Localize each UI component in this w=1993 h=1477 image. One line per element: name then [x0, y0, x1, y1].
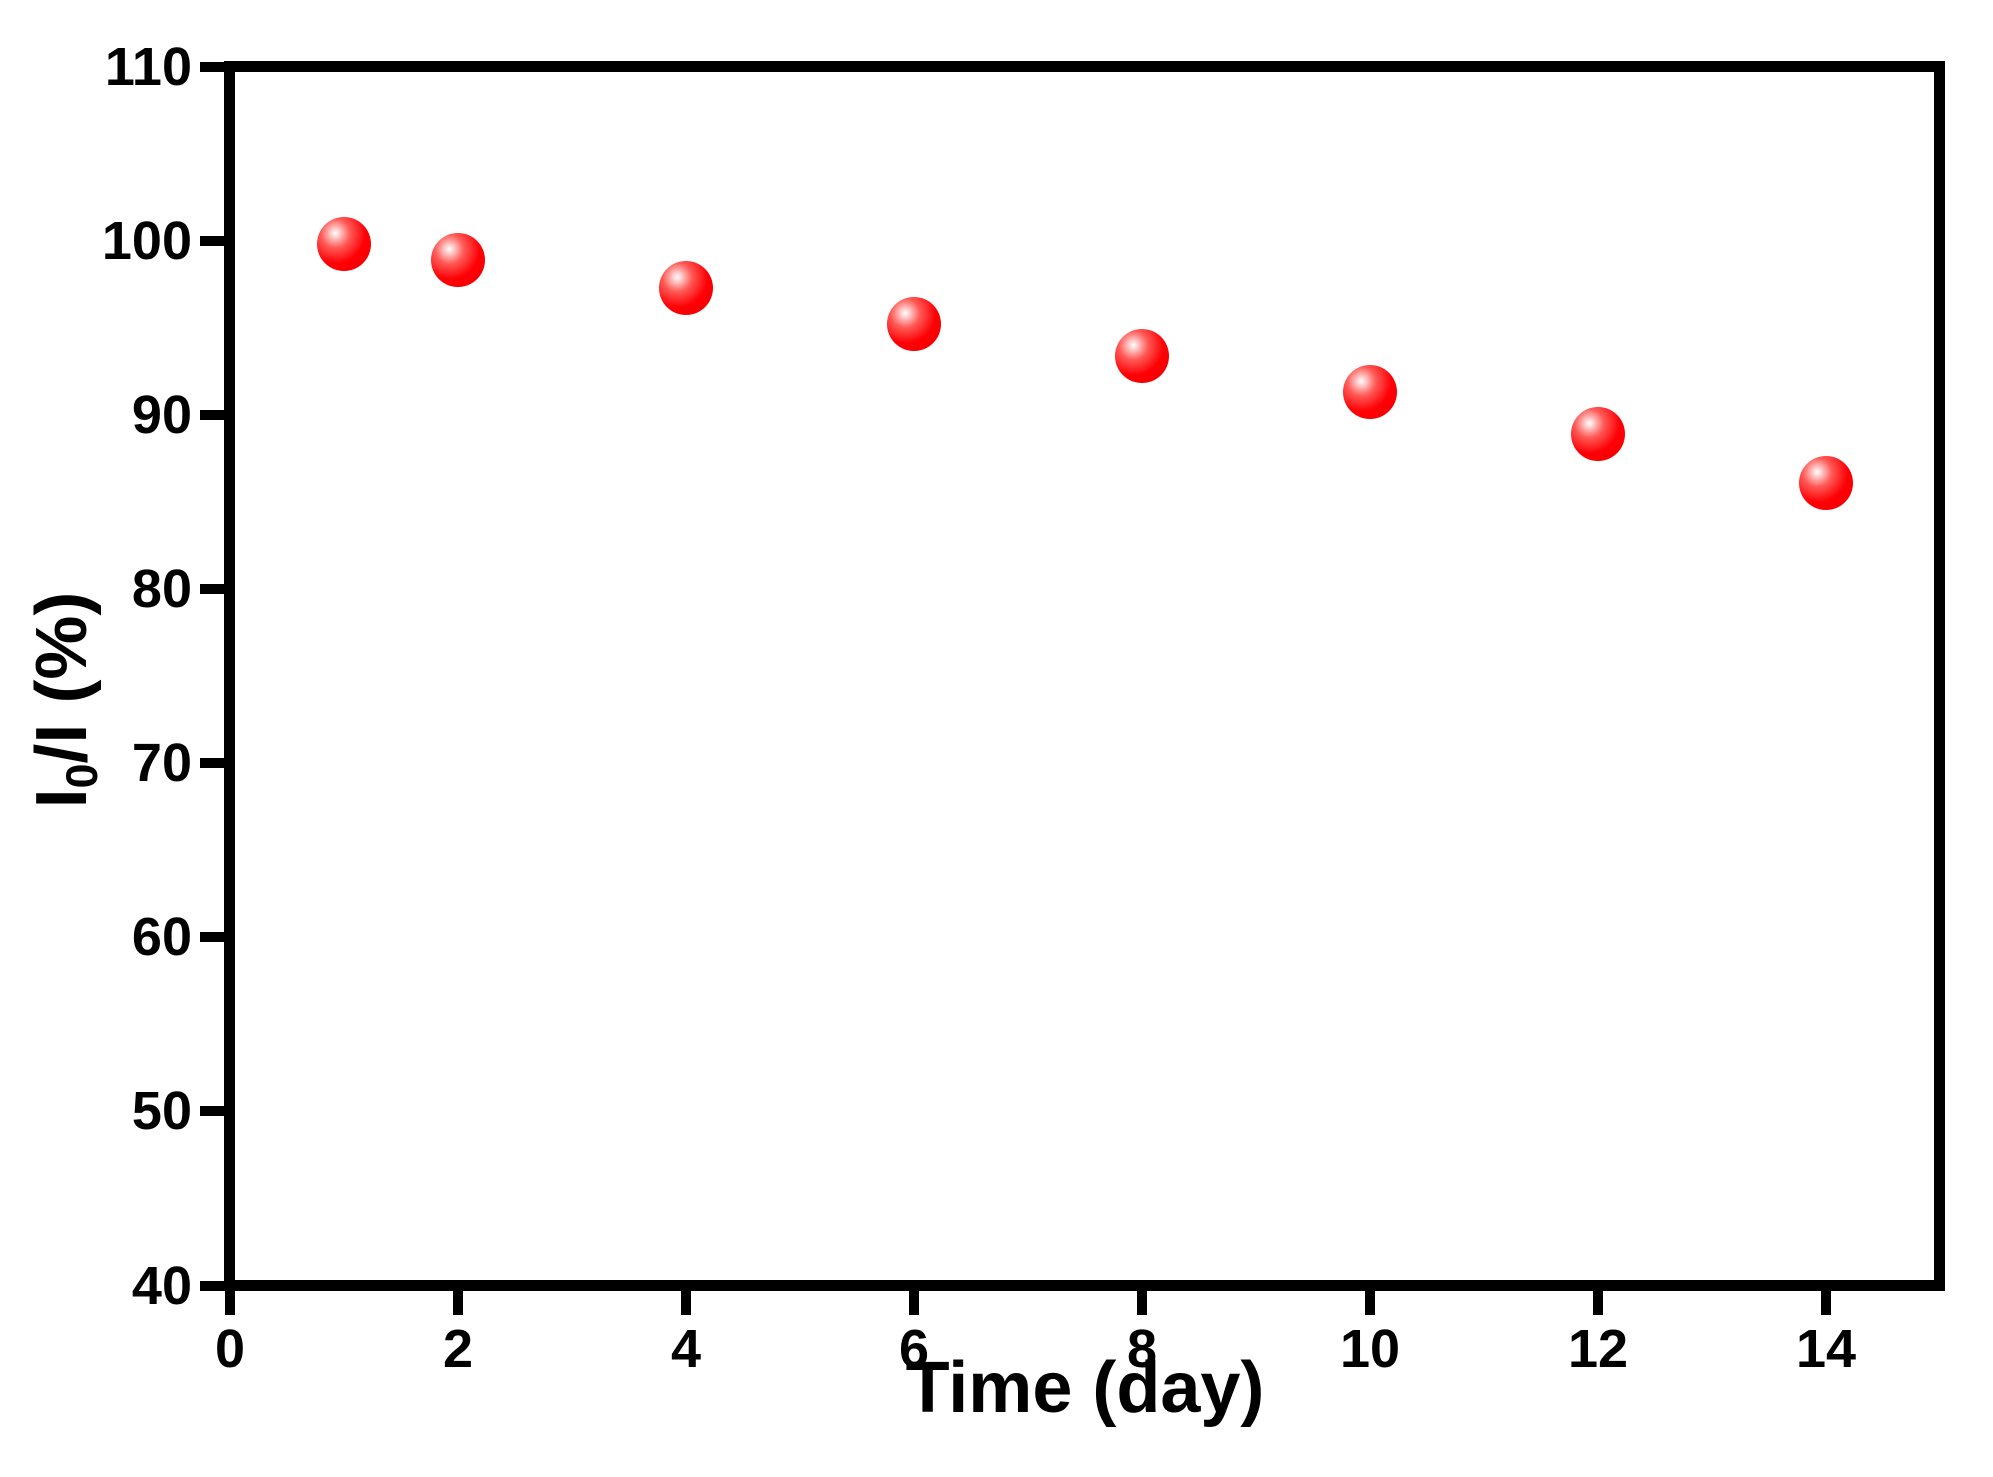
- scatter-point: [317, 217, 371, 272]
- y-axis-tick-label: 70: [131, 733, 192, 794]
- scatter-point: [1343, 365, 1397, 420]
- y-axis-tick: [200, 932, 224, 943]
- y-axis-tick-label: 80: [131, 558, 192, 619]
- y-axis-tick-label: 110: [104, 36, 192, 97]
- y-axis-title-main: I: [22, 788, 102, 809]
- y-axis-tick: [200, 758, 224, 769]
- scatter-point: [1571, 406, 1625, 461]
- x-axis-tick: [1593, 1291, 1603, 1315]
- y-axis-tick-label: 60: [131, 907, 192, 968]
- scatter-point: [431, 232, 485, 287]
- x-axis-tick: [1821, 1291, 1831, 1315]
- x-axis-tick-label: 0: [214, 1319, 246, 1379]
- scatter-point: [887, 297, 941, 352]
- y-axis-title-rest: /I (%): [22, 591, 102, 764]
- y-axis-tick: [200, 583, 224, 594]
- y-axis-tick: [200, 235, 224, 246]
- y-axis-tick: [200, 61, 224, 72]
- y-axis-title: I0/I (%): [22, 592, 107, 809]
- x-axis-tick: [225, 1291, 235, 1315]
- x-axis-tick-label: 2: [442, 1319, 474, 1379]
- scatter-point: [1115, 328, 1169, 383]
- y-axis-tick-label: 50: [131, 1081, 192, 1142]
- x-axis-tick-label: 6: [898, 1319, 930, 1379]
- x-axis-tick-label: 8: [1126, 1319, 1158, 1379]
- scatter-point: [1799, 455, 1853, 510]
- x-axis-title: Time (day): [905, 1348, 1265, 1428]
- x-axis-tick: [1137, 1291, 1147, 1315]
- scatter-point: [659, 260, 713, 315]
- y-axis-title-subscript: 0: [58, 763, 108, 789]
- x-axis-tick: [1365, 1291, 1375, 1315]
- x-axis-tick: [681, 1291, 691, 1315]
- plot-area: [224, 61, 1945, 1291]
- y-axis-tick-label: 100: [101, 210, 192, 271]
- x-axis-tick: [909, 1291, 919, 1315]
- y-axis-tick: [200, 1106, 224, 1117]
- x-axis-tick-label: 12: [1567, 1319, 1629, 1379]
- x-axis-tick-label: 10: [1339, 1319, 1401, 1379]
- x-axis-tick: [453, 1291, 463, 1315]
- y-axis-tick: [200, 409, 224, 420]
- y-axis-tick: [200, 1280, 224, 1291]
- y-axis-tick-label: 90: [131, 384, 192, 445]
- y-axis-tick-label: 40: [131, 1255, 192, 1316]
- x-axis-tick-label: 14: [1795, 1319, 1857, 1379]
- x-axis-tick-label: 4: [670, 1319, 702, 1379]
